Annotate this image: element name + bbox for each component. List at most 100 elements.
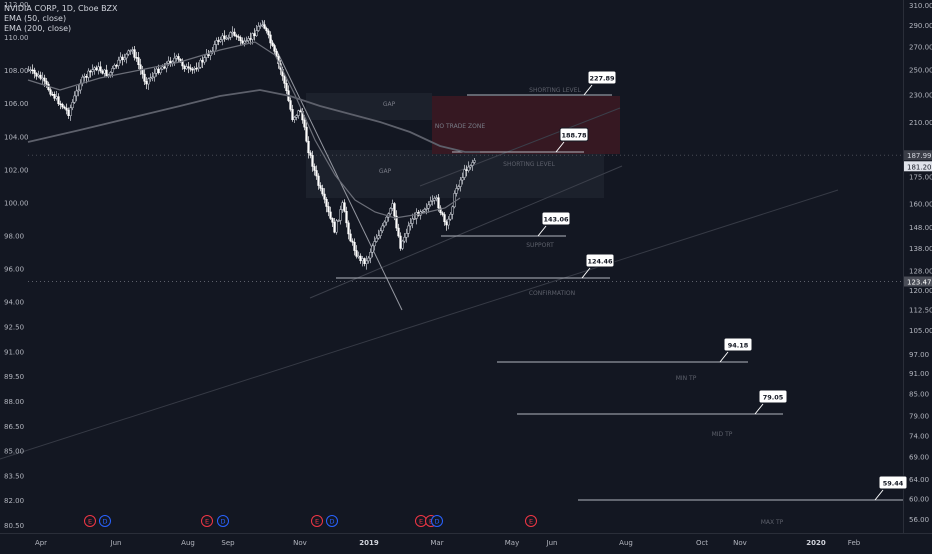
x-axis-tick: Nov	[293, 539, 307, 547]
candle-body	[73, 95, 76, 103]
candle-body	[251, 33, 254, 40]
confirmation-label: CONFIRMATION	[529, 290, 575, 297]
candle-body	[77, 89, 80, 92]
candle-body	[349, 233, 352, 242]
support-callout-value: 143.06	[543, 216, 569, 224]
earnings-event-marker[interactable]: E	[84, 515, 96, 527]
candle-body	[161, 66, 164, 70]
candle-body	[103, 69, 106, 74]
right-axis-tick: 250.00	[909, 67, 932, 75]
dividend-event-marker[interactable]: D	[99, 515, 111, 527]
x-axis-tick: Aug	[181, 539, 195, 547]
candle-body	[127, 50, 130, 55]
candle-body	[307, 140, 310, 154]
long-trendline	[0, 189, 839, 460]
dividend-event-marker[interactable]: D	[217, 515, 229, 527]
candle-body	[473, 160, 476, 163]
shorting-level-2-callout-pointer	[555, 141, 565, 153]
support-callout-box	[541, 211, 571, 226]
candle-body	[453, 193, 456, 208]
candle-body	[423, 209, 426, 212]
candle-body	[359, 255, 362, 262]
dividend-event-marker[interactable]: D	[431, 515, 443, 527]
earnings-event-marker[interactable]: E	[201, 515, 213, 527]
earnings-event-marker[interactable]: E	[311, 515, 323, 527]
candle-body	[377, 235, 380, 239]
left-axis-tick: 108.00	[4, 67, 29, 75]
gap-lower-box	[306, 150, 604, 198]
candle-body	[405, 233, 408, 238]
right-axis-tick: 64.00	[909, 476, 929, 484]
earnings-event-marker[interactable]: E	[525, 515, 537, 527]
candle-body	[245, 40, 248, 42]
left-axis-tick: 110.00	[4, 34, 29, 42]
candle-body	[435, 197, 438, 199]
candle-body	[383, 221, 386, 227]
candle-body	[313, 166, 316, 171]
candle-body	[275, 51, 278, 57]
candle-body	[397, 227, 400, 237]
candle-body	[237, 36, 240, 38]
right-axis-price-tag	[904, 150, 932, 161]
left-axis-tick: 89.50	[4, 373, 24, 381]
candle-body	[331, 218, 334, 223]
max-tp-label: MAX TP	[761, 519, 784, 526]
left-axis-tick: 92.50	[4, 324, 24, 332]
candle-body	[441, 212, 444, 215]
candle-body	[69, 107, 72, 116]
candle-body	[37, 74, 40, 77]
candle-body	[53, 94, 56, 99]
candle-body	[221, 35, 224, 40]
candle-body	[375, 237, 378, 242]
candle-body	[433, 198, 436, 201]
candle-body	[201, 59, 204, 63]
x-axis-tick: 2020	[806, 539, 826, 547]
candle-body	[177, 56, 180, 60]
labels-layer: GAP GAP NO TRADE ZONE SHORTING LEVEL 227.89 S…	[379, 70, 908, 526]
candle-body	[85, 76, 88, 78]
candle-body	[329, 211, 332, 219]
candle-body	[323, 193, 326, 200]
candle-body	[333, 222, 336, 233]
right-axis-price-tag-label: 187.99	[907, 152, 932, 160]
right-axis-tick: 60.00	[909, 495, 929, 503]
min-tp-callout-pointer	[719, 351, 729, 363]
candle-body	[65, 107, 68, 111]
gap-upper-box	[306, 93, 432, 120]
candle-body	[207, 54, 210, 56]
event-marker-circle	[201, 515, 213, 527]
candle-body	[189, 67, 192, 70]
candle-body	[241, 40, 244, 44]
dividend-event-marker[interactable]: D	[326, 515, 338, 527]
candle-body	[319, 185, 322, 189]
candle-body	[111, 68, 114, 73]
candle-body	[365, 260, 368, 264]
support-label: SUPPORT	[526, 242, 554, 249]
event-marker-letter: E	[529, 518, 533, 526]
support-callout-pointer	[537, 225, 547, 237]
candle-body	[321, 188, 324, 195]
candle-body	[223, 35, 226, 39]
left-axis-tick: 106.00	[4, 100, 29, 108]
axes-layer: 112.00 110.00 108.00 106.00 104.00 102.00 100.…	[4, 1, 932, 547]
earnings-event-marker[interactable]: E	[415, 515, 427, 527]
candle-body	[225, 37, 228, 40]
min-tp-callout-value: 94.18	[728, 342, 749, 350]
right-axis-tick: 105.00	[909, 327, 932, 335]
confirmation-callout-pointer	[581, 267, 591, 279]
candle-body	[105, 69, 108, 77]
candle-body	[167, 60, 170, 64]
right-axis-tick: 210.00	[909, 119, 932, 127]
right-axis-tick: 230.00	[909, 92, 932, 100]
right-axis-tick: 175.00	[909, 174, 932, 182]
candle-body	[411, 218, 414, 224]
candle-body	[45, 80, 48, 85]
candle-body	[379, 230, 382, 236]
candle-body	[199, 59, 202, 68]
candle-body	[291, 109, 294, 120]
candle-body	[195, 67, 198, 70]
candle-body	[113, 65, 116, 69]
